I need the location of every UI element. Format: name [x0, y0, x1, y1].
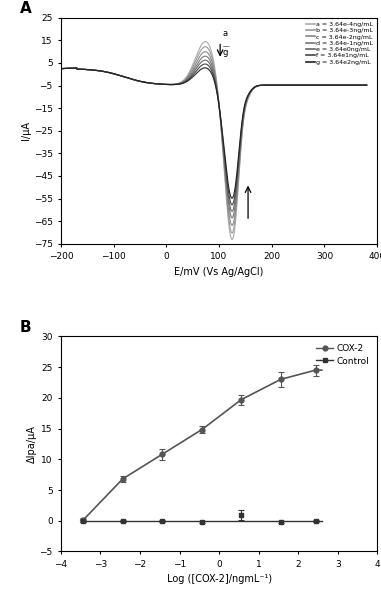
Text: B: B [20, 320, 32, 335]
Text: g: g [222, 48, 227, 57]
Y-axis label: ΔIpa/μA: ΔIpa/μA [27, 425, 37, 463]
Y-axis label: I/μA: I/μA [21, 121, 31, 141]
Text: —: — [222, 43, 229, 49]
Text: a: a [222, 29, 227, 38]
Legend: a = 3.64e-4ng/mL, b = 3.64e-3ng/mL, c = 3.64e-2ng/mL, d = 3.64e-1ng/mL, e = 3.64: a = 3.64e-4ng/mL, b = 3.64e-3ng/mL, c = … [306, 21, 374, 65]
X-axis label: E/mV (Vs Ag/AgCl): E/mV (Vs Ag/AgCl) [174, 267, 264, 276]
Text: A: A [20, 1, 32, 16]
Legend: COX-2, Control: COX-2, Control [313, 341, 373, 369]
X-axis label: Log ([COX-2]/ngmL⁻¹): Log ([COX-2]/ngmL⁻¹) [166, 575, 272, 584]
